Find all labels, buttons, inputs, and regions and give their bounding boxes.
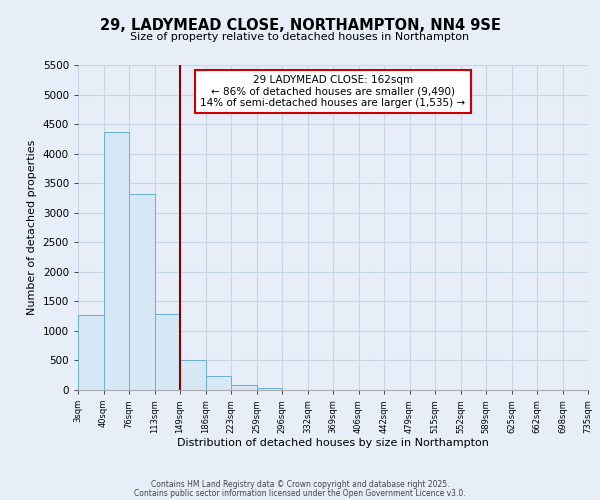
Y-axis label: Number of detached properties: Number of detached properties — [27, 140, 37, 315]
Bar — [231, 386, 257, 390]
Bar — [180, 360, 205, 390]
X-axis label: Distribution of detached houses by size in Northampton: Distribution of detached houses by size … — [177, 438, 489, 448]
Text: Contains HM Land Registry data © Crown copyright and database right 2025.: Contains HM Land Registry data © Crown c… — [151, 480, 449, 489]
Bar — [78, 315, 104, 390]
Bar — [104, 132, 129, 390]
Bar — [129, 194, 155, 390]
Text: 29 LADYMEAD CLOSE: 162sqm
← 86% of detached houses are smaller (9,490)
14% of se: 29 LADYMEAD CLOSE: 162sqm ← 86% of detac… — [200, 74, 466, 108]
Bar — [257, 388, 282, 390]
Bar — [155, 314, 180, 390]
Text: 29, LADYMEAD CLOSE, NORTHAMPTON, NN4 9SE: 29, LADYMEAD CLOSE, NORTHAMPTON, NN4 9SE — [100, 18, 500, 32]
Text: Contains public sector information licensed under the Open Government Licence v3: Contains public sector information licen… — [134, 488, 466, 498]
Bar — [205, 376, 231, 390]
Text: Size of property relative to detached houses in Northampton: Size of property relative to detached ho… — [130, 32, 470, 42]
